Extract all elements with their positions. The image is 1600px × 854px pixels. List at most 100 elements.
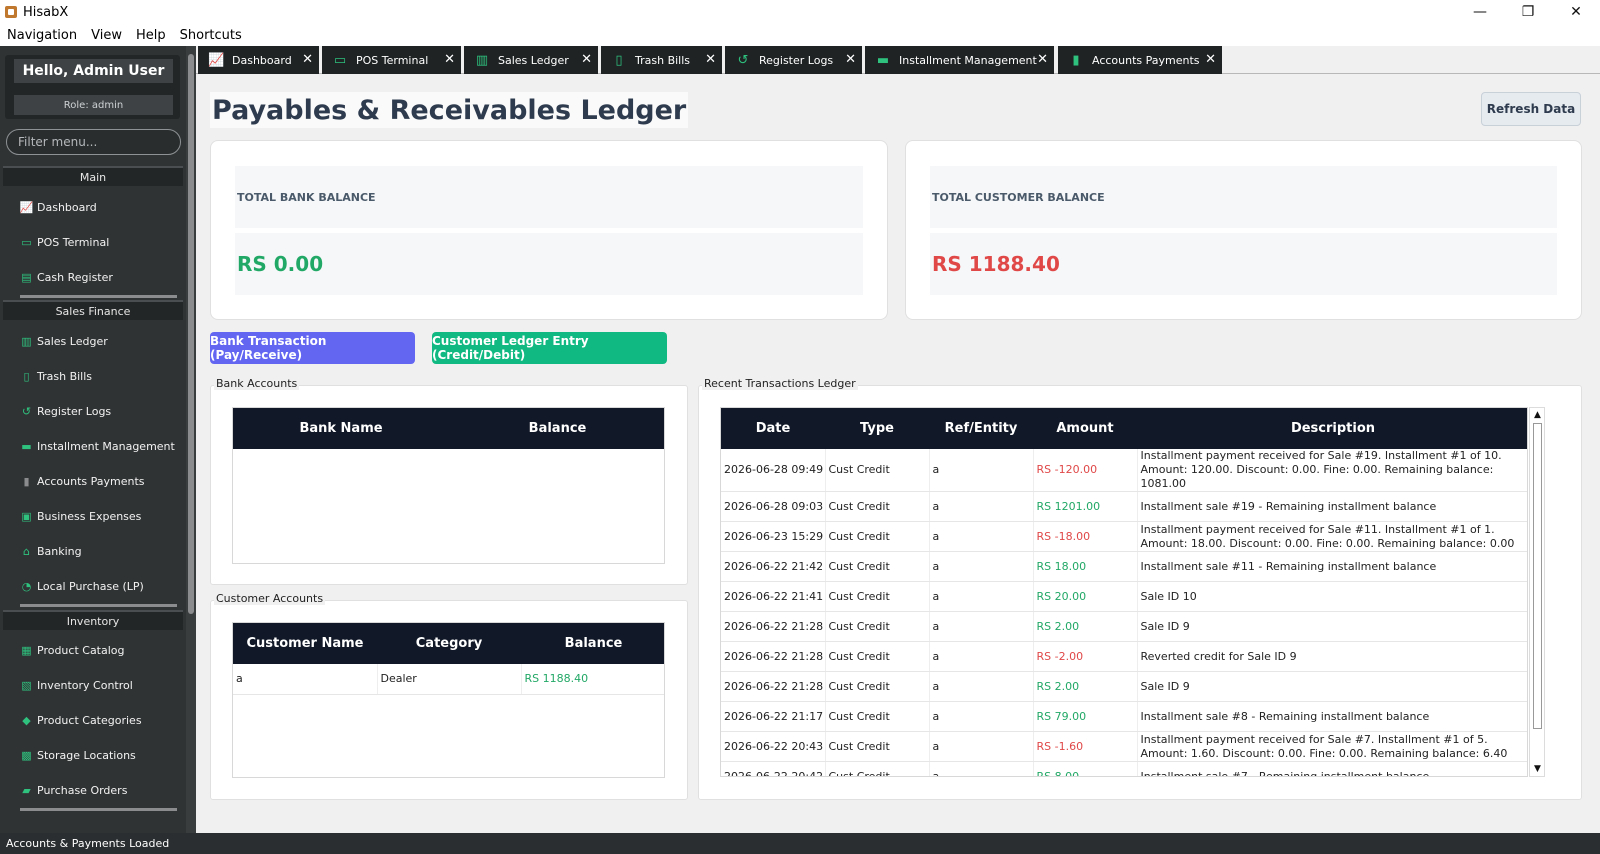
customer-balance-value: RS 1188.40 xyxy=(930,233,1557,295)
maximize-button[interactable]: ❐ xyxy=(1521,4,1535,20)
sidebar-item-cash-register[interactable]: ▤ Cash Register xyxy=(21,270,113,284)
column-header-amount[interactable]: Amount xyxy=(1033,408,1137,449)
sidebar-item-purchase-orders[interactable]: ▰ Purchase Orders xyxy=(20,779,180,801)
table-row[interactable]: 2026-06-22 21:41 Cust Credit a RS 20.00 Sale… xyxy=(721,581,1527,612)
tab-installment-management[interactable]: ▬ Installment Management ✕ xyxy=(865,46,1054,74)
table-row[interactable]: 2026-06-22 21:42 Cust Credit a RS 18.00 Inst… xyxy=(721,551,1527,582)
bank-balance-card: TOTAL BANK BALANCE RS 0.00 xyxy=(210,140,888,320)
column-header-balance[interactable]: Balance xyxy=(521,623,664,664)
date-cell: 2026-06-28 09:03 xyxy=(721,491,826,522)
close-tab-icon[interactable]: ✕ xyxy=(845,52,856,67)
table-row[interactable]: a Dealer RS 1188.40 xyxy=(233,664,664,695)
sidebar-scrollbar-thumb[interactable] xyxy=(188,54,194,614)
table-row[interactable]: 2026-06-22 21:28 Cust Credit a RS 2.00 Sale … xyxy=(721,611,1527,642)
column-header-ref-entity[interactable]: Ref/Entity xyxy=(929,408,1033,449)
tab-accounts-payments[interactable]: ▮ Accounts Payments ✕ xyxy=(1058,46,1222,74)
sidebar-item-storage-locations[interactable]: ▩ Storage Locations xyxy=(21,748,136,762)
date-cell: 2026-06-22 20:43 xyxy=(721,731,826,762)
column-header-balance[interactable]: Balance xyxy=(449,408,664,449)
customer-accounts-table[interactable]: Customer Name Category Balance a Dealer … xyxy=(232,622,665,778)
tab-dashboard[interactable]: 📈 Dashboard ✕ xyxy=(198,46,319,74)
table-row[interactable]: 2026-06-28 09:03 Cust Credit a RS 1201.00 In… xyxy=(721,491,1527,522)
history-icon: ↺ xyxy=(737,52,749,68)
category-cell: Dealer xyxy=(377,664,522,695)
bank-accounts-title: Bank Accounts xyxy=(214,377,300,390)
scroll-down-icon[interactable]: ▼ xyxy=(1534,764,1541,774)
monitor-icon: ▭ xyxy=(21,235,32,249)
sidebar-item-product-categories[interactable]: ◆ Product Categories xyxy=(20,709,180,731)
table-row[interactable]: 2026-06-22 21:28 Cust Credit a RS -2.00 Reve… xyxy=(721,641,1527,672)
close-tab-icon[interactable]: ✕ xyxy=(444,52,455,67)
chart-line-icon: 📈 xyxy=(208,52,225,68)
column-header-type[interactable]: Type xyxy=(825,408,929,449)
ref-entity-cell: a xyxy=(929,731,1034,762)
bank-accounts-table[interactable]: Bank Name Balance xyxy=(232,407,665,564)
sidebar-item-banking[interactable]: ⌂ Banking xyxy=(20,540,180,562)
trash-icon: ▯ xyxy=(23,369,30,383)
sidebar: Hello, Admin User Role: admin Filter men… xyxy=(0,46,196,833)
monitor-icon: ▭ xyxy=(333,52,347,68)
menu-view[interactable]: View xyxy=(91,27,122,43)
sidebar-item-trash-bills[interactable]: ▯ Trash Bills xyxy=(20,365,180,387)
tab-pos-terminal[interactable]: ▭ POS Terminal ✕ xyxy=(322,46,461,74)
table-row[interactable]: 2026-06-22 21:28 Cust Credit a RS 2.00 Sale … xyxy=(721,671,1527,702)
amount-cell: RS 1201.00 xyxy=(1033,491,1138,522)
date-cell: 2026-06-28 09:49 xyxy=(721,449,826,492)
column-header-description[interactable]: Description xyxy=(1137,408,1527,449)
description-cell: Installment payment received for Sale #1… xyxy=(1137,449,1527,492)
close-window-button[interactable]: ✕ xyxy=(1570,4,1582,20)
menu-shortcuts[interactable]: Shortcuts xyxy=(179,27,242,43)
customer-ledger-entry-button[interactable]: Customer Ledger Entry (Credit/Debit) xyxy=(432,332,667,364)
amount-cell: RS 2.00 xyxy=(1033,611,1138,642)
minimize-button[interactable]: — xyxy=(1473,4,1487,20)
bank-transaction-button[interactable]: Bank Transaction (Pay/Receive) xyxy=(210,332,415,364)
transactions-scrollbar-thumb[interactable] xyxy=(1533,423,1542,729)
sidebar-item-dashboard[interactable]: 📈 Dashboard xyxy=(19,200,97,214)
title-bar: HisabX — ❐ ✕ xyxy=(0,0,1600,24)
description-cell: Installment sale #19 - Remaining install… xyxy=(1137,491,1527,522)
app-logo-icon xyxy=(5,6,17,18)
amount-cell: RS -18.00 xyxy=(1033,521,1138,552)
sidebar-item-register-logs[interactable]: ↺ Register Logs xyxy=(21,404,112,418)
sidebar-item-installment-management[interactable]: ▬ Installment Management xyxy=(21,439,175,453)
table-row[interactable]: 2026-06-22 21:17 Cust Credit a RS 79.00 Inst… xyxy=(721,701,1527,732)
refresh-data-button[interactable]: Refresh Data xyxy=(1481,92,1581,126)
table-row[interactable]: 2026-06-28 09:49 Cust Credit a RS -120.00 In… xyxy=(721,449,1527,492)
tab-trash-bills[interactable]: ▯ Trash Bills ✕ xyxy=(601,46,722,74)
filter-menu-input[interactable]: Filter menu... xyxy=(6,129,181,155)
user-card: Hello, Admin User Role: admin xyxy=(5,55,180,119)
sidebar-item-business-expenses[interactable]: ▣ Business Expenses xyxy=(21,509,142,523)
customer-balance-label: TOTAL CUSTOMER BALANCE xyxy=(930,166,1557,228)
tab-register-logs[interactable]: ↺ Register Logs ✕ xyxy=(725,46,862,74)
column-header-category[interactable]: Category xyxy=(377,623,521,664)
close-tab-icon[interactable]: ✕ xyxy=(1037,52,1048,67)
amount-cell: RS -1.60 xyxy=(1033,731,1138,762)
table-row[interactable]: 2026-06-23 15:29 Cust Credit a RS -18.00 Ins… xyxy=(721,521,1527,552)
sidebar-item-product-catalog[interactable]: ▦ Product Catalog xyxy=(21,643,125,657)
transactions-scrollbar[interactable]: ▲ ▼ xyxy=(1529,407,1545,777)
sidebar-item-accounts-payments[interactable]: ▮ Accounts Payments xyxy=(20,470,180,492)
sidebar-item-pos-terminal[interactable]: ▭ POS Terminal xyxy=(21,235,110,249)
balance-cell: RS 1188.40 xyxy=(521,664,664,695)
close-tab-icon[interactable]: ✕ xyxy=(302,52,313,67)
close-tab-icon[interactable]: ✕ xyxy=(705,52,716,67)
column-header-date[interactable]: Date xyxy=(721,408,825,449)
sidebar-item-inventory-control[interactable]: ▧ Inventory Control xyxy=(21,678,133,692)
column-header-bank-name[interactable]: Bank Name xyxy=(233,408,449,449)
tab-sales-ledger[interactable]: ▥ Sales Ledger ✕ xyxy=(464,46,598,74)
scroll-up-icon[interactable]: ▲ xyxy=(1534,410,1541,420)
sidebar-item-local-purchase[interactable]: ◔ Local Purchase (LP) xyxy=(21,579,144,593)
column-header-customer-name[interactable]: Customer Name xyxy=(233,623,377,664)
transactions-table[interactable]: Date Type Ref/Entity Amount Description … xyxy=(720,407,1528,777)
menu-navigation[interactable]: Navigation xyxy=(7,27,78,43)
close-tab-icon[interactable]: ✕ xyxy=(581,52,592,67)
sidebar-item-sales-ledger[interactable]: ▥ Sales Ledger xyxy=(21,334,108,348)
boxes-icon: ▦ xyxy=(21,643,32,657)
close-tab-icon[interactable]: ✕ xyxy=(1205,52,1216,67)
table-row[interactable]: 2026-06-22 20:43 Cust Credit a RS -1.60 Inst… xyxy=(721,731,1527,762)
user-role: Role: admin xyxy=(14,95,173,115)
menu-help[interactable]: Help xyxy=(135,27,166,43)
table-row[interactable]: 2026-06-22 20:42 Cust Credit a RS 8.00 Insta… xyxy=(721,761,1527,776)
amount-cell: RS -2.00 xyxy=(1033,641,1138,672)
tab-bar: 📈 Dashboard ✕ ▭ POS Terminal ✕ ▥ Sales Ledger… xyxy=(196,46,1600,74)
